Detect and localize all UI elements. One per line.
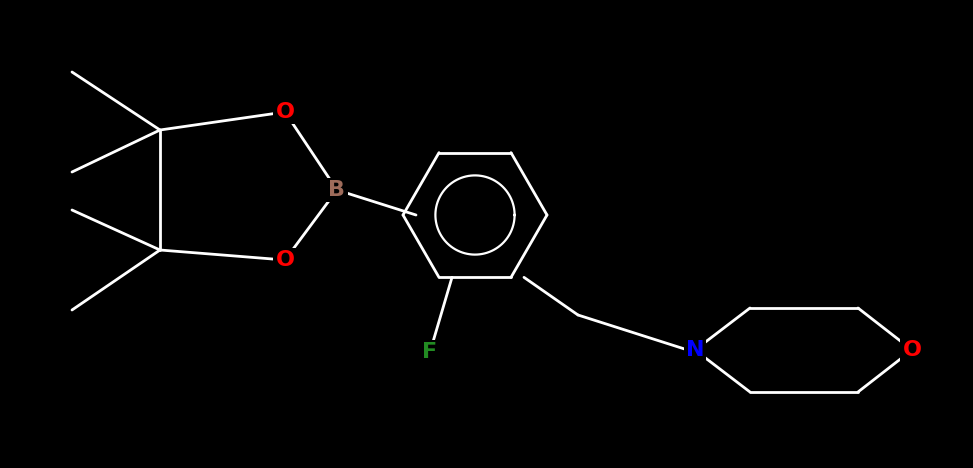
Text: O: O xyxy=(275,102,295,122)
Text: B: B xyxy=(329,180,345,200)
Text: O: O xyxy=(903,340,921,360)
Text: N: N xyxy=(686,340,704,360)
Text: F: F xyxy=(422,342,438,362)
Text: O: O xyxy=(275,250,295,270)
